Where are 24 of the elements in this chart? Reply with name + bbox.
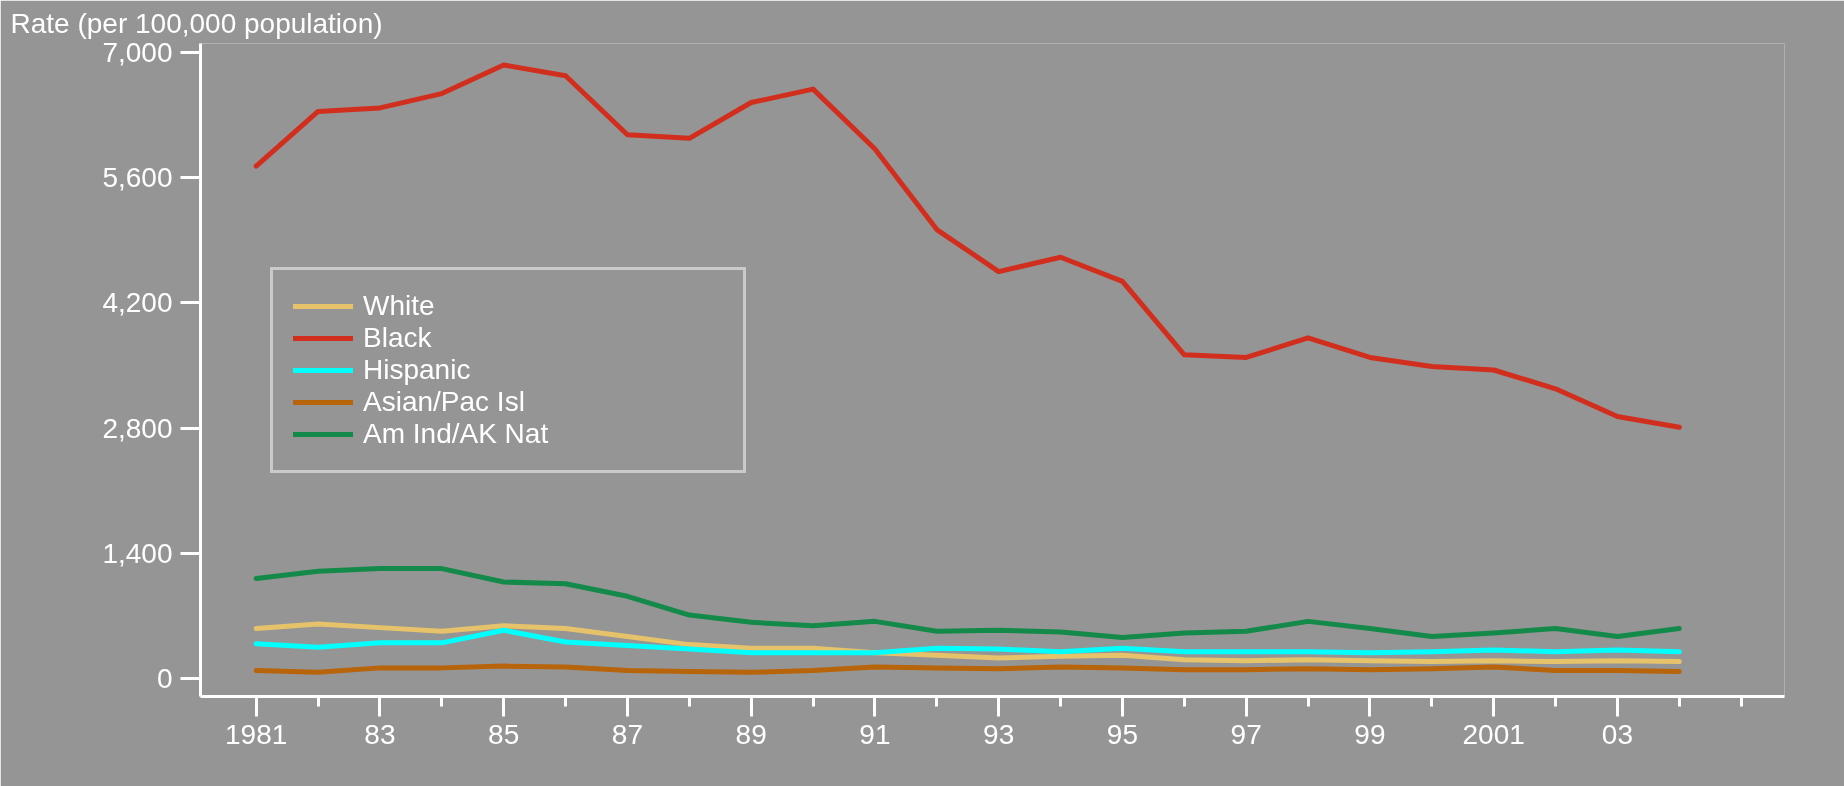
y-tick-label: 7,000 [102, 36, 173, 68]
x-tick-label: 85 [488, 718, 520, 750]
x-tick-label: 87 [611, 718, 644, 750]
x-tick-label: 03 [1601, 718, 1634, 750]
y-tick-label: 0 [156, 663, 173, 695]
y-tick-label: 1,400 [102, 537, 173, 569]
x-tick-label: 1981 [225, 718, 288, 750]
x-tick-label: 97 [1230, 718, 1262, 750]
x-tick-label: 91 [859, 718, 891, 750]
x-tick-label: 93 [983, 718, 1015, 750]
legend-label: Asian/Pac Isl [363, 385, 526, 418]
y-tick-label: 5,600 [102, 162, 173, 194]
legend-label: Hispanic [363, 353, 472, 386]
legend-label: White [363, 289, 436, 322]
x-tick-label: 95 [1106, 718, 1139, 750]
y-axis-title: Rate (per 100,000 population) [10, 7, 383, 39]
legend-label: Black [363, 321, 433, 354]
y-tick-label: 4,200 [102, 287, 173, 319]
x-tick-label: 89 [735, 718, 767, 750]
legend-label: Am Ind/AK Nat [363, 417, 550, 450]
y-tick-label: 2,800 [102, 412, 173, 444]
x-tick-label: 2001 [1462, 718, 1525, 750]
x-tick-label: 99 [1354, 718, 1386, 750]
x-tick-label: 83 [364, 718, 396, 750]
